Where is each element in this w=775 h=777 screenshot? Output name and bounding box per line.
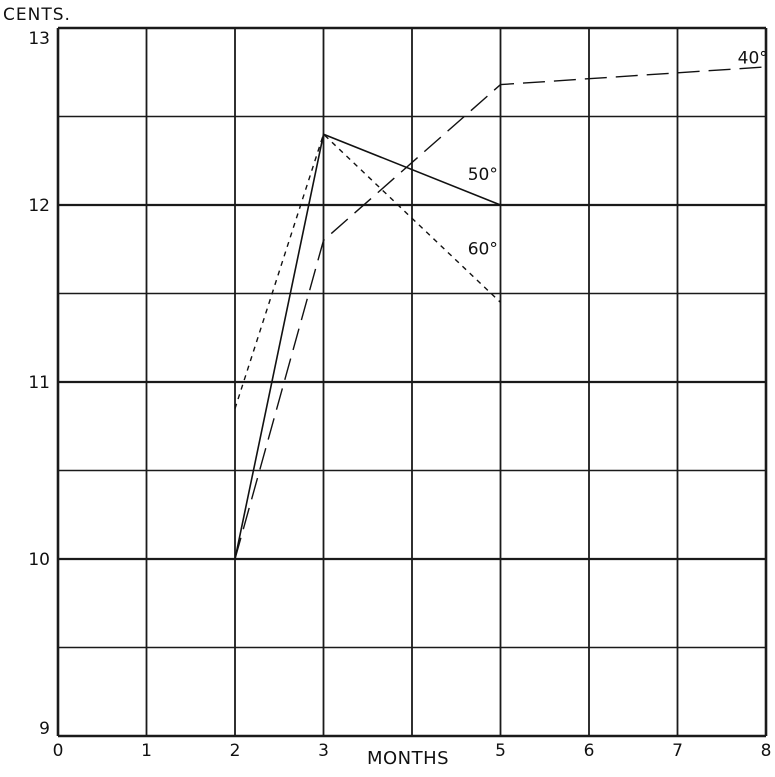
series-group bbox=[234, 66, 767, 560]
series-label: 60° bbox=[468, 240, 498, 260]
x-tick-label: 6 bbox=[584, 741, 595, 761]
series-line-dotted bbox=[234, 132, 501, 409]
y-axis-label: CENTS. bbox=[3, 5, 71, 25]
series-line-dashed bbox=[234, 66, 767, 560]
x-tick-label: 3 bbox=[318, 741, 329, 761]
series-label: 50° bbox=[468, 165, 498, 185]
y-tick-label: 10 bbox=[28, 550, 50, 570]
x-tick-label: 8 bbox=[761, 741, 772, 761]
x-tick-label: 2 bbox=[230, 741, 241, 761]
y-tick-label: 11 bbox=[28, 373, 50, 393]
x-tick-label: 1 bbox=[141, 741, 152, 761]
x-tick-label: 5 bbox=[495, 741, 506, 761]
grid bbox=[56, 26, 768, 738]
series-labels: 50° 60° 40° bbox=[468, 48, 768, 259]
x-tick-label: 0 bbox=[53, 741, 64, 761]
series-line-solid bbox=[234, 133, 501, 560]
y-tick-label: 9 bbox=[39, 719, 50, 739]
y-tick-label: 13 bbox=[28, 29, 50, 49]
y-tick-label: 12 bbox=[28, 196, 50, 216]
x-tick-label: 7 bbox=[672, 741, 683, 761]
series-label: 40° bbox=[738, 48, 768, 68]
x-axis-label: MONTHS bbox=[367, 748, 449, 769]
